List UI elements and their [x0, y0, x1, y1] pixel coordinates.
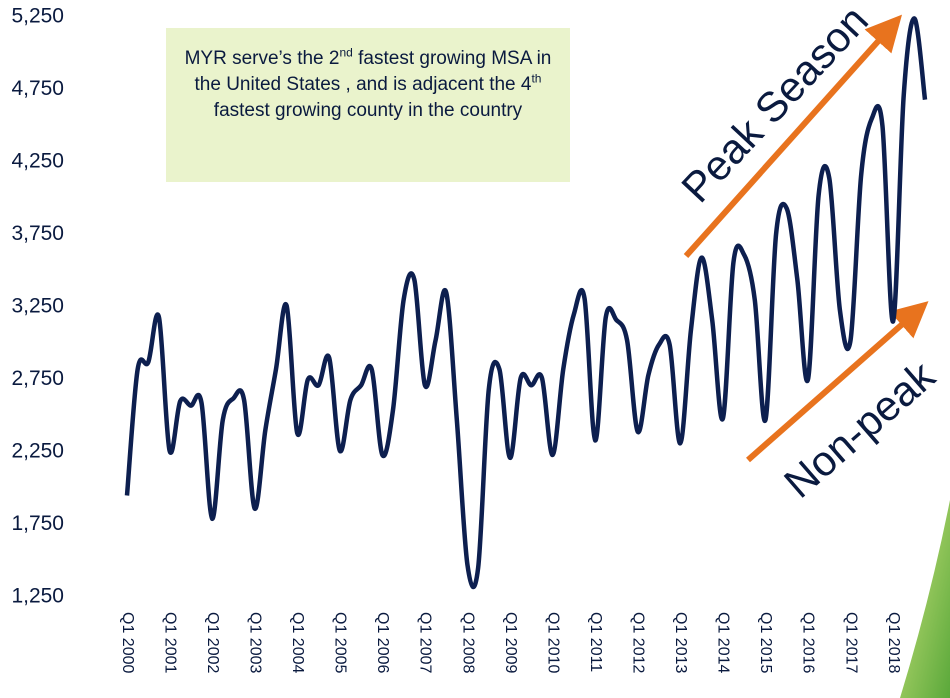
x-tick-label: Q1 2017 — [842, 612, 859, 673]
annotation-text: MYR serve’s the 2 — [184, 48, 340, 69]
y-tick-label: 1,250 — [11, 585, 64, 608]
y-tick-label: 3,250 — [11, 295, 64, 318]
x-tick-label: Q1 2013 — [672, 612, 689, 673]
y-tick-label: 1,750 — [11, 512, 64, 535]
y-tick-label: 2,750 — [11, 367, 64, 390]
annotation-text: fastest growing county in the country — [213, 100, 523, 121]
x-tick-label: Q1 2018 — [885, 612, 902, 673]
x-tick-label: Q1 2003 — [246, 612, 263, 673]
y-tick-label: 4,250 — [11, 150, 64, 173]
annotation-sup: nd — [339, 45, 353, 60]
x-tick-label: Q1 2015 — [757, 612, 774, 673]
data-line — [124, 16, 928, 590]
y-tick-label: 3,750 — [11, 222, 64, 245]
annotation-box: MYR serve’s the 2nd fastest growing MSA … — [166, 28, 570, 182]
decor-swoosh — [900, 500, 950, 698]
nonpeak-label: Non-peak — [775, 351, 944, 507]
x-tick-label: Q1 2010 — [544, 612, 561, 673]
x-tick-label: Q1 2014 — [715, 612, 732, 673]
y-tick-label: 4,750 — [11, 77, 64, 100]
nonpeak-arrow — [746, 301, 929, 463]
annotation-sup: th — [531, 71, 542, 86]
x-tick-label: Q1 2012 — [629, 612, 646, 673]
x-tick-label: Q1 2016 — [800, 612, 817, 673]
peak-arrow — [683, 14, 903, 259]
annotation-text: fastest growing MSA in the United States… — [194, 48, 552, 95]
x-tick-label: Q1 2006 — [374, 612, 391, 673]
x-tick-label: Q1 2005 — [332, 612, 349, 673]
x-tick-label: Q1 2007 — [417, 612, 434, 673]
x-tick-label: Q1 2011 — [587, 612, 604, 672]
x-tick-label: Q1 2008 — [459, 612, 476, 673]
y-tick-label: 5,250 — [11, 5, 64, 28]
x-tick-label: Q1 2000 — [119, 612, 136, 673]
x-tick-label: Q1 2002 — [204, 612, 221, 673]
x-tick-label: Q1 2009 — [502, 612, 519, 673]
x-tick-label: Q1 2001 — [161, 612, 178, 673]
y-tick-label: 2,250 — [11, 440, 64, 463]
peak-label: Peak Season — [672, 0, 877, 211]
x-tick-label: Q1 2004 — [289, 612, 306, 673]
